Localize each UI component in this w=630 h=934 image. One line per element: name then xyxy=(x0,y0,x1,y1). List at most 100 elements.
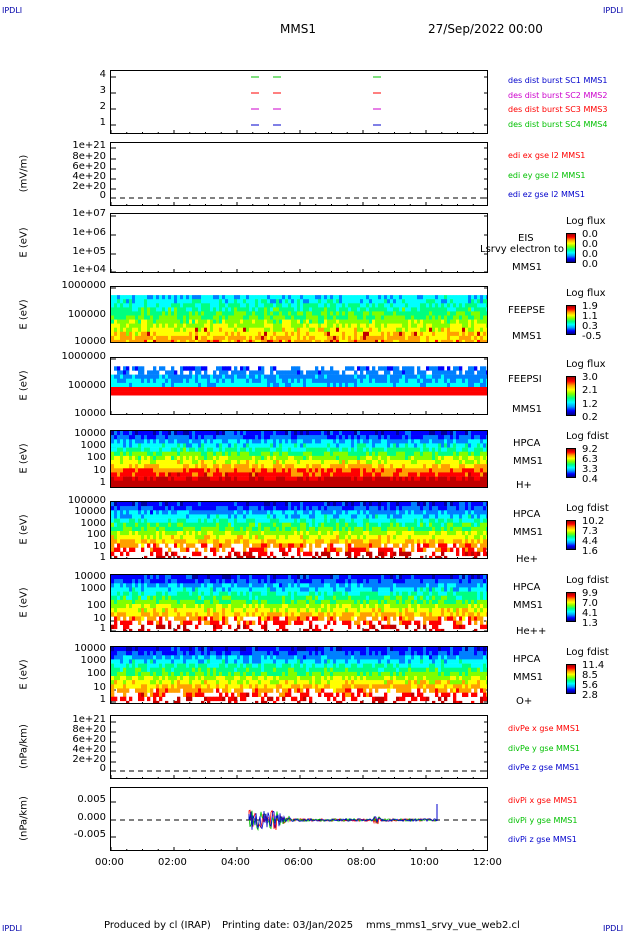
spectrogram-cell xyxy=(231,472,235,477)
spectrogram-cell xyxy=(462,295,466,300)
spectrogram-cell xyxy=(321,299,325,304)
spectrogram-cell xyxy=(291,435,295,440)
spectrogram-cell xyxy=(273,323,277,328)
spectrogram-cell xyxy=(471,374,475,379)
spectrogram-cell xyxy=(246,299,250,304)
spectrogram-cell xyxy=(123,391,127,396)
spectrogram-cell xyxy=(279,339,283,342)
spectrogram-cell xyxy=(243,476,247,481)
spectrogram-cell xyxy=(264,468,268,473)
spectrogram-cell xyxy=(255,315,259,320)
spectrogram-cell xyxy=(231,387,235,392)
spectrogram-cell xyxy=(150,502,154,507)
spectrogram-cell xyxy=(258,447,262,452)
spectrogram-cell xyxy=(186,319,190,324)
spectrogram-cell xyxy=(138,443,142,448)
spectrogram-cell xyxy=(417,303,421,308)
spectrogram-cell xyxy=(177,331,181,337)
spectrogram-cell xyxy=(306,451,310,457)
spectrogram-cell xyxy=(447,443,451,448)
spectrogram-cell xyxy=(357,374,361,379)
spectrogram-cell xyxy=(144,464,148,469)
spectrogram-cell xyxy=(408,315,412,320)
spectrogram-cell xyxy=(180,502,184,507)
spectrogram-cell xyxy=(354,472,358,477)
spectrogram-cell xyxy=(327,443,331,448)
spectrogram-cell xyxy=(144,299,148,304)
spectrogram-cell xyxy=(273,451,277,457)
spectrogram-cell xyxy=(261,387,265,392)
spectrogram-cell xyxy=(111,335,115,341)
spectrogram-cell xyxy=(228,451,232,457)
spectrogram-cell xyxy=(135,518,139,523)
spectrogram-cell xyxy=(480,382,484,388)
spectrogram-cell xyxy=(480,374,484,379)
spectrogram-cell xyxy=(171,311,175,316)
spectrogram-cell xyxy=(135,303,139,308)
spectrogram-cell xyxy=(390,455,394,461)
spectrogram-cell xyxy=(276,535,280,540)
spectrogram-cell xyxy=(198,502,202,507)
spectrogram-cell xyxy=(273,543,277,548)
spectrogram-cell xyxy=(255,319,259,324)
spectrogram-cell xyxy=(210,323,214,328)
spectrogram-cell xyxy=(168,526,172,532)
spectrogram-cell xyxy=(261,480,265,486)
spectrogram-cell xyxy=(270,468,274,473)
spectrogram-cell xyxy=(483,307,487,312)
spectrogram-cell xyxy=(453,311,457,316)
spectrogram-cell xyxy=(414,391,418,396)
spectrogram-cell xyxy=(204,531,208,536)
spectrogram-cell xyxy=(159,307,163,312)
spectrogram-cell xyxy=(297,480,301,486)
spectrogram-cell xyxy=(408,447,412,452)
spectrogram-cell xyxy=(243,460,247,465)
spectrogram-cell xyxy=(252,510,256,515)
spectrogram-cell xyxy=(243,543,247,548)
spectrogram-cell xyxy=(123,535,127,540)
spectrogram-cell xyxy=(420,439,424,444)
spectrogram-cell xyxy=(297,374,301,379)
spectrogram-cell xyxy=(420,431,424,436)
spectrogram-cell xyxy=(324,382,328,388)
spectrogram-cell xyxy=(420,484,424,487)
spectrogram-cell xyxy=(135,391,139,396)
spectrogram-cell xyxy=(441,315,445,320)
spectrogram-cell xyxy=(135,535,139,540)
spectrogram-cell xyxy=(486,460,487,465)
spectrogram-cell xyxy=(192,539,196,544)
spectrogram-cell xyxy=(435,323,439,328)
spectrogram-cell xyxy=(429,307,433,312)
spectrogram-cell xyxy=(423,378,427,384)
spectrogram-cell xyxy=(219,472,223,477)
spectrogram-cell xyxy=(438,331,442,337)
spectrogram-cell xyxy=(237,327,241,333)
spectrogram-cell xyxy=(285,476,289,481)
spectrogram-cell xyxy=(213,547,217,552)
spectrogram-cell xyxy=(426,382,430,388)
spectrogram-cell xyxy=(249,439,253,444)
spectrogram-cell xyxy=(300,464,304,469)
spectrogram-cell xyxy=(195,391,199,396)
spectrogram-cell xyxy=(231,295,235,300)
spectrogram-cell xyxy=(186,451,190,457)
spectrogram-cell xyxy=(402,447,406,452)
spectrogram-cell xyxy=(369,460,373,465)
spectrogram-cell xyxy=(339,299,343,304)
spectrogram-cell xyxy=(177,460,181,465)
spectrogram-cell xyxy=(243,307,247,312)
spectrogram-cell xyxy=(336,391,340,396)
spectrogram-cell xyxy=(147,435,151,440)
spectrogram-cell xyxy=(486,370,487,375)
spectrogram-cell xyxy=(171,484,175,487)
spectrogram-cell xyxy=(420,460,424,465)
spectrogram-cell xyxy=(246,447,250,452)
spectrogram-cell xyxy=(261,468,265,473)
spectrogram-cell xyxy=(240,327,244,333)
spectrogram-cell xyxy=(255,543,259,548)
spectrogram-cell xyxy=(225,468,229,473)
spectrogram-cell xyxy=(297,315,301,320)
spectrogram-cell xyxy=(168,435,172,440)
spectrogram-cell xyxy=(399,455,403,461)
spectrogram-cell xyxy=(213,299,217,304)
